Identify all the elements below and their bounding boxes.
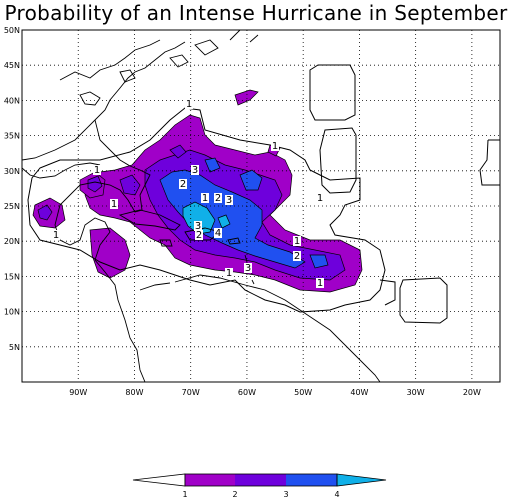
contour-label-bg (52, 230, 60, 240)
contour-label-bg (110, 199, 118, 209)
contour-label: 1 (111, 199, 117, 210)
contour-region (217, 214, 231, 229)
outline-south-strip (379, 279, 396, 306)
lat-label: 15N (4, 272, 20, 281)
contour-label: 1 (226, 268, 232, 279)
lat-label: 10N (4, 308, 20, 317)
contour-label: 2 (196, 230, 202, 241)
colorbar-level-1 (185, 474, 235, 486)
lon-label: 90W (69, 388, 87, 397)
contour-label-bg (185, 99, 193, 109)
lon-labels: 90W 80W 70W 60W 50W 40W 30W 20W (69, 388, 481, 397)
contour-label-bg (271, 141, 279, 151)
lon-label: 80W (125, 388, 143, 397)
contour-label: 1 (317, 193, 323, 204)
lon-label: 30W (407, 388, 425, 397)
lat-label: 25N (4, 202, 20, 211)
contour-label-bg (316, 193, 324, 203)
contour-region (87, 175, 103, 193)
contour-label-bg (194, 221, 202, 231)
colorbar-tick-4: 4 (334, 490, 339, 499)
contour-label: 3 (245, 263, 251, 274)
lon-label: 60W (238, 388, 256, 397)
coastlines (21, 29, 381, 383)
contour-region (234, 89, 259, 106)
contour-label: 2 (215, 193, 221, 204)
contour-label-bg (214, 228, 222, 238)
contour-label-bg (179, 179, 187, 189)
contour-label: 1 (53, 230, 59, 241)
contour-label: 2 (294, 251, 300, 262)
contour-label-bg (244, 263, 252, 273)
graticule (22, 29, 500, 382)
colorbar-tick-3: 3 (283, 490, 288, 499)
colorbar-level-2 (235, 474, 286, 486)
colorbar-tick-2: 2 (232, 490, 237, 499)
lon-label: 20W (463, 388, 481, 397)
contour-label: 1 (272, 141, 278, 152)
contour-label-bg (225, 268, 233, 278)
colorbar-over-arrow (336, 473, 387, 487)
contour-fill-level-3 (159, 157, 329, 269)
contour-label-bg (191, 165, 199, 175)
lat-label: 5N (9, 343, 20, 352)
contour-label: 1 (94, 165, 100, 176)
lon-label: 40W (350, 388, 368, 397)
outline-northeast-box (309, 64, 356, 121)
contour-label: 3 (226, 195, 232, 206)
lat-label: 30N (4, 167, 20, 176)
contour-label-bg (93, 165, 101, 175)
contour-region (204, 157, 221, 173)
lon-label: 70W (182, 388, 200, 397)
contour-region (37, 204, 53, 221)
lat-label: 50N (4, 26, 20, 35)
contour-label: 3 (192, 165, 198, 176)
outline-east-box (319, 127, 357, 194)
contour-label-bg (225, 195, 233, 205)
contour-label-bg (293, 251, 301, 261)
contour-region (309, 254, 329, 269)
contour-label-bg (293, 236, 301, 246)
contour-label: 1 (294, 236, 300, 247)
contour-label: 3 (195, 221, 201, 232)
contour-region (169, 144, 187, 159)
lat-label: 40N (4, 96, 20, 105)
contour-label: 1 (202, 193, 208, 204)
lat-label: 35N (4, 132, 20, 141)
lat-label: 45N (4, 61, 20, 70)
lat-labels: 50N 45N 40N 35N 30N 25N 20N 15N 10N 5N (4, 26, 20, 352)
map-title: Probability of an Intense Hurricane in S… (4, 1, 508, 25)
colorbar-level-3 (286, 474, 337, 486)
lat-label: 20N (4, 237, 20, 246)
contour-label: 1 (317, 278, 323, 289)
contour-label-bg (214, 193, 222, 203)
contour-label-bg (195, 230, 203, 240)
contour-label-bg (201, 193, 209, 203)
contour-region (119, 174, 141, 196)
outline-southeast-box (399, 277, 448, 324)
contour-label-bg (316, 278, 324, 288)
contour-label: 4 (215, 228, 221, 239)
lon-label: 50W (294, 388, 312, 397)
map-frame (21, 29, 501, 383)
contour-label: 1 (186, 99, 192, 110)
colorbar-tick-1: 1 (182, 490, 187, 499)
colorbar: 1 2 3 4 (132, 473, 387, 499)
colorbar-under-arrow (132, 473, 186, 487)
basin-outline (27, 107, 386, 313)
outline-far-east (479, 139, 500, 186)
contour-label: 2 (180, 179, 186, 190)
